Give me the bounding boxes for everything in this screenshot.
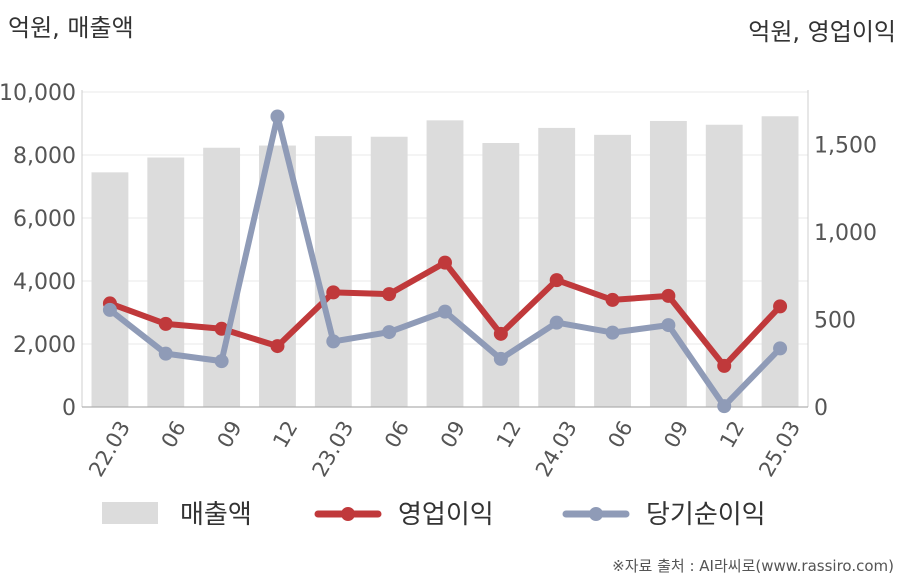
series-point xyxy=(438,255,452,270)
x-tick-label: 12 xyxy=(492,417,526,452)
left-tick-label: 10,000 xyxy=(0,81,76,106)
right-axis-unit: 억원, 영업이익 xyxy=(748,18,896,46)
right-tick-label: 1,500 xyxy=(814,134,877,159)
legend-label-net-income: 당기순이익 xyxy=(646,500,766,530)
series-point xyxy=(270,109,285,124)
series-point xyxy=(773,341,788,356)
series-point xyxy=(605,292,620,307)
right-tick-label: 500 xyxy=(814,309,856,334)
x-tick-label: 12 xyxy=(715,417,749,452)
revenue-bar xyxy=(370,136,408,408)
legend-label-revenue: 매출액 xyxy=(180,500,252,530)
series-point xyxy=(717,399,732,414)
profit-lines xyxy=(102,109,788,414)
series-point xyxy=(493,351,508,366)
x-axis-ticks: 22.03 06 09 12 23.03 06 09 12 24.03 06 09 12 25.03 xyxy=(84,417,805,481)
series-point xyxy=(717,358,732,373)
revenue-bar xyxy=(649,120,687,407)
x-tick-label: 23.03 xyxy=(308,417,359,481)
series-point xyxy=(549,273,564,288)
revenue-bar xyxy=(482,143,520,407)
revenue-bar xyxy=(147,157,185,407)
series-point xyxy=(102,302,117,317)
revenue-bar xyxy=(91,172,129,407)
series-point xyxy=(270,339,285,354)
left-tick-label: 2,000 xyxy=(13,333,76,358)
series-point xyxy=(493,326,508,341)
x-tick-label: 22.03 xyxy=(84,417,135,481)
legend-swatch-revenue xyxy=(102,502,158,524)
left-tick-label: 0 xyxy=(62,396,76,421)
series-point xyxy=(326,285,341,300)
x-tick-label: 09 xyxy=(213,417,247,452)
revenue-bar xyxy=(594,134,631,407)
series-point xyxy=(158,346,173,361)
series-point xyxy=(549,315,564,330)
x-tick-label: 25.03 xyxy=(754,417,805,481)
revenue-bar xyxy=(538,127,576,407)
revenue-bar xyxy=(314,136,352,407)
x-tick-label: 06 xyxy=(380,417,414,452)
series-point xyxy=(438,304,452,319)
series-point xyxy=(661,288,676,303)
left-tick-label: 6,000 xyxy=(13,207,76,232)
x-tick-label: 12 xyxy=(268,417,302,452)
left-axis-unit: 억원, 매출액 xyxy=(8,14,134,42)
legend-marker-operating-profit xyxy=(341,507,355,521)
axes xyxy=(81,90,809,408)
series-point xyxy=(158,316,173,331)
x-tick-label: 09 xyxy=(659,417,693,452)
series-point xyxy=(382,325,397,340)
x-tick-label: 06 xyxy=(603,417,637,452)
left-tick-label: 8,000 xyxy=(13,144,76,169)
left-axis-ticks: 0 2,000 4,000 6,000 8,000 10,000 xyxy=(0,81,76,421)
right-tick-label: 1,000 xyxy=(814,221,877,246)
legend-marker-net-income xyxy=(589,507,603,521)
x-tick-label: 06 xyxy=(157,417,191,452)
series-point xyxy=(382,287,397,302)
series-point xyxy=(326,334,341,349)
x-tick-label: 24.03 xyxy=(531,417,582,481)
series-point xyxy=(773,299,788,314)
left-tick-label: 4,000 xyxy=(13,270,76,295)
right-tick-label: 0 xyxy=(814,396,828,421)
revenue-bar xyxy=(259,145,296,408)
series-point xyxy=(214,354,229,369)
legend: 매출액 영업이익 당기순이익 xyxy=(102,500,766,530)
legend-label-operating-profit: 영업이익 xyxy=(398,500,494,530)
series-point xyxy=(661,318,676,333)
x-tick-label: 09 xyxy=(436,417,470,452)
series-point xyxy=(605,325,620,340)
right-axis-ticks: 0 500 1,000 1,500 xyxy=(814,134,877,422)
source-note: ※자료 출처 : AI라씨로(www.rassiro.com) xyxy=(612,557,894,575)
